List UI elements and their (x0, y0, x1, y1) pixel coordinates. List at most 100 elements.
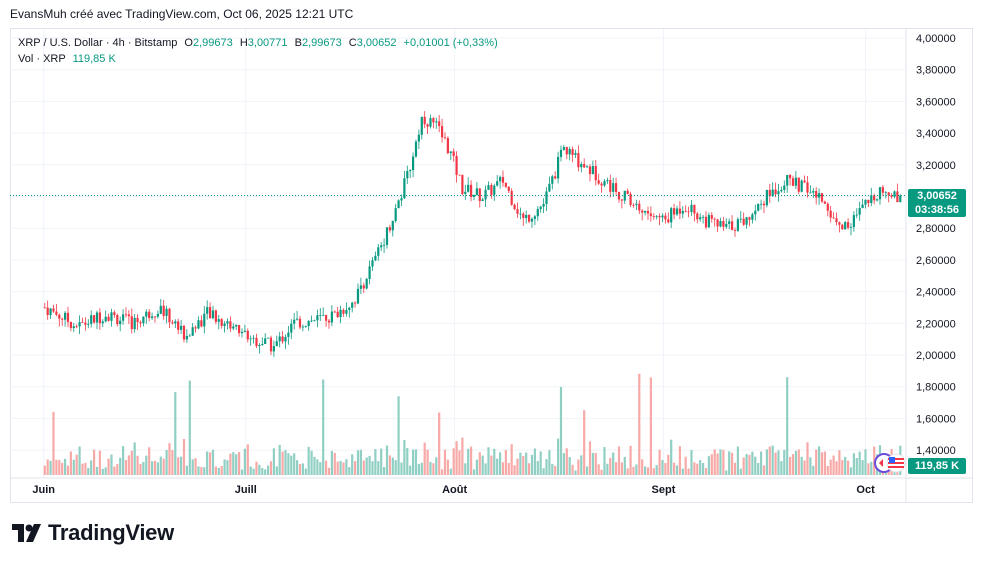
candle-body (365, 278, 368, 289)
volume-bar (681, 468, 684, 475)
y-tick-label: 3,20000 (916, 160, 956, 172)
volume-bar (322, 379, 325, 475)
candle-body (632, 204, 635, 206)
candle-body (730, 221, 734, 231)
candle-body (403, 178, 406, 199)
volume-bar (498, 452, 502, 475)
symbol-label[interactable]: XRP / U.S. Dollar · 4h · Bitstamp (18, 37, 178, 49)
candle-body (762, 203, 766, 206)
volume-bar (667, 454, 670, 475)
candle-body (420, 116, 423, 135)
volume-bar (742, 457, 745, 475)
volume-bar (229, 453, 232, 475)
volume-bar (95, 466, 99, 475)
candle-body (493, 185, 496, 195)
volume-bar (780, 461, 783, 475)
candle-body (130, 316, 133, 330)
candle-body (751, 214, 754, 220)
volume-bar (223, 459, 226, 475)
candle-body (559, 149, 563, 157)
volume-bar (533, 448, 536, 475)
volume-bar (649, 377, 652, 475)
candle-body (745, 217, 748, 225)
close-value: 3,00652 (356, 37, 397, 49)
volume-bar (295, 460, 299, 475)
currency-flag-icon[interactable] (874, 452, 908, 474)
candle-body (797, 177, 800, 192)
volume-bar (333, 452, 336, 475)
candle-body (391, 220, 394, 231)
candle-body (873, 195, 876, 201)
volume-bar (150, 461, 154, 475)
candle-body (310, 320, 313, 322)
candle-body (771, 189, 774, 197)
volume-bar (345, 459, 348, 475)
candle-body (861, 204, 864, 209)
volume-bar (464, 463, 467, 475)
candle-body (168, 308, 171, 323)
candle-body (777, 191, 780, 195)
volume-bar (293, 453, 296, 475)
candle-body (536, 209, 539, 217)
volume-bar (844, 456, 847, 475)
candle-body (203, 313, 206, 327)
volume-bar (699, 460, 702, 475)
volume-bar (565, 448, 568, 475)
candle-body (121, 314, 125, 321)
candle-body (171, 322, 174, 324)
candle-body (733, 230, 737, 231)
candle-body (119, 320, 122, 325)
candle-body (333, 311, 336, 313)
candle-body (469, 184, 473, 197)
volume-bar (324, 460, 328, 475)
volume-label[interactable]: Vol · XRP (18, 53, 66, 65)
volume-bar (794, 450, 797, 475)
volume-bar (762, 465, 766, 475)
volume-bar (556, 438, 560, 475)
candle-body (243, 330, 246, 332)
candle-body (55, 311, 58, 315)
volume-bar (301, 463, 304, 475)
candle-body (530, 218, 534, 222)
volume-bar (246, 444, 249, 475)
volume-bar (791, 454, 795, 475)
candle-body (145, 311, 148, 317)
candle-body (287, 332, 290, 337)
high-label: H (239, 37, 248, 49)
volume-bar (414, 449, 418, 475)
volume-bar (754, 456, 757, 475)
candle-body (768, 189, 771, 197)
candle-body (266, 337, 270, 339)
candle-body (704, 216, 708, 228)
volume-bar (487, 447, 490, 475)
y-tick-label: 3,60000 (916, 96, 956, 108)
chart-credit: EvansMuh créé avec TradingView.com, Oct … (10, 7, 354, 21)
volume-bar (771, 445, 774, 475)
candle-body (638, 203, 641, 211)
candle-body (545, 191, 548, 204)
volume-bar (206, 451, 209, 475)
volume-bar (829, 459, 832, 475)
candle-body (237, 324, 241, 334)
volume-bar (52, 411, 55, 475)
candle-body (208, 307, 212, 319)
candle-body (368, 266, 371, 279)
volume-bar (66, 465, 70, 475)
candle-body (411, 156, 415, 171)
volume-bar (867, 463, 870, 475)
volume-bar (116, 464, 119, 475)
candle-body (156, 313, 159, 317)
candle-body (90, 315, 93, 324)
candle-body (298, 318, 302, 328)
volume-bar (168, 443, 171, 475)
candle-body (110, 312, 113, 321)
tradingview-logo[interactable]: TradingView (12, 520, 174, 546)
candle-body (510, 190, 513, 205)
volume-bar (713, 449, 716, 475)
volume-bar (817, 446, 821, 475)
candle-body (591, 166, 594, 175)
candle-body (525, 214, 528, 218)
volume-bar (757, 462, 760, 475)
candle-body (293, 319, 296, 324)
